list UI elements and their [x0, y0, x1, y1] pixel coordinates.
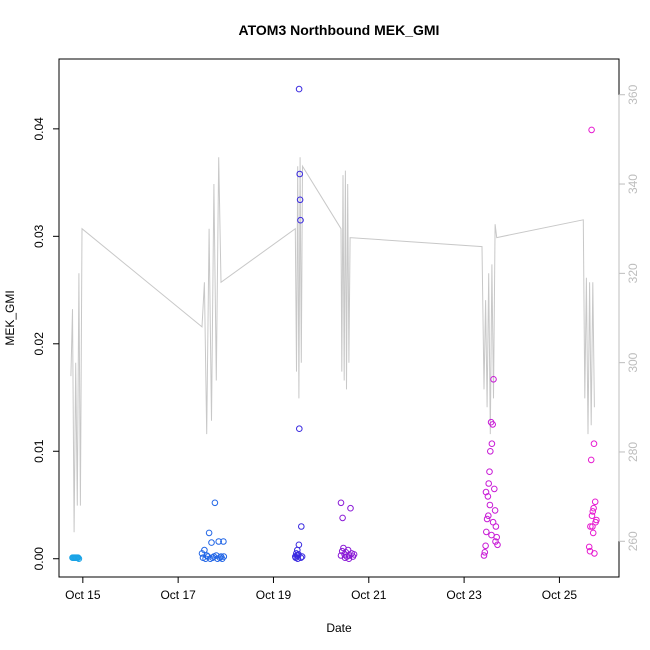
data-point — [295, 85, 303, 93]
data-point — [296, 170, 304, 178]
data-point — [298, 523, 305, 530]
data-point — [341, 554, 349, 562]
data-point — [297, 554, 305, 562]
secondary-series-line — [70, 157, 595, 533]
data-point — [483, 515, 491, 523]
data-point — [589, 529, 597, 537]
x-tick-label: Oct 19 — [256, 588, 292, 602]
data-point — [297, 216, 304, 224]
data-point — [481, 549, 489, 556]
data-point — [487, 448, 494, 455]
data-point — [494, 541, 501, 549]
y-tick-label: 0.00 — [32, 547, 46, 571]
data-point — [201, 546, 208, 554]
data-point — [591, 550, 598, 557]
y-tick-label: 0.04 — [32, 117, 46, 141]
data-point — [75, 555, 83, 563]
data-point — [489, 421, 497, 428]
y2-axis: 260 280 300 320 340 360 — [618, 84, 640, 551]
y-axis: 0.00 0.01 0.02 0.03 0.04 — [32, 117, 60, 571]
data-point — [490, 376, 497, 383]
data-point — [486, 501, 494, 509]
data-point — [350, 551, 358, 558]
data-point — [589, 508, 597, 515]
y-tick-label: 0.03 — [32, 224, 46, 248]
data-point — [347, 504, 354, 512]
data-point — [205, 529, 213, 537]
data-point — [485, 480, 493, 487]
y2-tick-label: 300 — [626, 352, 640, 372]
data-point — [589, 523, 596, 530]
data-point — [492, 538, 499, 545]
data-point — [345, 555, 353, 563]
y-tick-label: 0.01 — [32, 439, 46, 463]
y2-tick-label: 320 — [626, 263, 640, 283]
data-point — [590, 440, 598, 448]
data-point — [337, 499, 345, 507]
data-point — [296, 425, 303, 433]
data-point — [213, 552, 220, 559]
x-axis-label: Date — [326, 621, 352, 635]
data-point — [485, 512, 492, 520]
data-point — [591, 498, 599, 506]
data-point — [588, 126, 595, 134]
x-tick-label: Oct 21 — [351, 588, 387, 602]
data-point — [208, 539, 215, 546]
data-point — [491, 507, 499, 514]
x-tick-label: Oct 25 — [542, 588, 578, 602]
data-point — [482, 488, 490, 496]
data-point — [483, 528, 490, 536]
data-point — [211, 499, 219, 507]
data-point — [74, 554, 82, 562]
y-tick-label: 0.02 — [32, 332, 46, 356]
y2-tick-label: 360 — [626, 84, 640, 104]
data-point — [296, 196, 304, 204]
chart-title: ATOM3 Northbound MEK_GMI — [239, 22, 440, 38]
plot-frame — [58, 58, 620, 578]
x-tick-label: Oct 23 — [446, 588, 482, 602]
y-axis-label: MEK_GMI — [3, 290, 17, 345]
data-point — [588, 512, 596, 520]
data-point — [491, 485, 498, 493]
data-point — [339, 514, 346, 522]
x-tick-label: Oct 17 — [160, 588, 196, 602]
y2-tick-label: 340 — [626, 174, 640, 194]
data-point — [480, 552, 488, 559]
data-point — [592, 518, 599, 526]
x-axis: Oct 15 Oct 17 Oct 19 Oct 21 Oct 23 Oct 25 — [65, 576, 578, 602]
data-point — [220, 538, 227, 545]
data-point — [590, 504, 597, 512]
y2-tick-label: 280 — [626, 442, 640, 462]
x-tick-label: Oct 15 — [65, 588, 101, 602]
data-point — [215, 538, 222, 545]
secondary-line-group — [70, 157, 595, 533]
data-point — [295, 541, 303, 549]
data-point — [486, 468, 493, 476]
data-point — [209, 554, 216, 562]
data-point — [587, 456, 595, 464]
points-group — [69, 85, 600, 563]
data-point — [488, 531, 495, 539]
data-point — [294, 555, 302, 563]
data-point — [489, 518, 497, 526]
data-point — [585, 543, 593, 551]
data-point — [220, 553, 228, 560]
data-point — [587, 523, 594, 530]
data-point — [482, 542, 489, 550]
y2-tick-label: 260 — [626, 531, 640, 551]
data-point — [488, 440, 496, 448]
data-point — [484, 493, 492, 500]
